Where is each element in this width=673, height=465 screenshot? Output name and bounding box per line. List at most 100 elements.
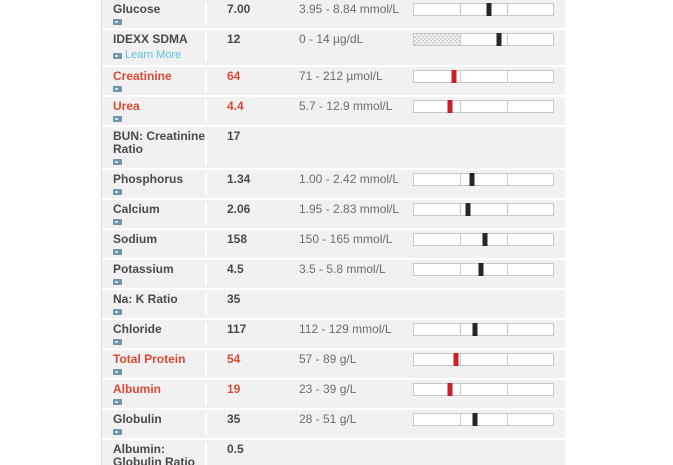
learn-more-link[interactable] <box>113 339 205 345</box>
test-name-cell: Total Protein <box>102 353 207 375</box>
test-name-cell: IDEXX SDMA Learn More <box>102 33 207 62</box>
range-low-divider <box>460 264 462 275</box>
test-value: 64 <box>227 69 241 83</box>
test-name-cell: Glucose <box>102 3 207 25</box>
test-result-row: Sodium 158 150 - 165 mmol/L <box>102 230 565 258</box>
range-high-divider <box>506 324 508 335</box>
learn-more-link[interactable] <box>113 429 205 435</box>
learn-more-link[interactable] <box>113 399 205 405</box>
range-bar-cell <box>413 70 558 83</box>
range-indicator-bar <box>413 70 554 83</box>
range-bar-cell <box>413 383 558 396</box>
test-value: 12 <box>227 32 241 46</box>
test-result-row: Phosphorus 1.34 1.00 - 2.42 mmol/L <box>102 170 565 198</box>
range-bar-cell <box>413 33 558 46</box>
test-name-cell: Albumin <box>102 383 207 405</box>
range-bar-cell <box>413 263 558 276</box>
range-bar-cell <box>413 100 558 113</box>
range-indicator-bar <box>413 233 554 246</box>
reference-range: 1.00 - 2.42 mmol/L <box>299 172 400 186</box>
learn-more-link[interactable] <box>113 19 205 25</box>
range-indicator-bar <box>413 323 554 336</box>
result-marker <box>496 33 502 46</box>
video-icon <box>113 429 122 435</box>
range-low-divider <box>460 384 462 395</box>
range-indicator-bar <box>413 173 554 186</box>
result-marker <box>451 70 457 83</box>
test-name-label: Total Protein <box>113 352 186 366</box>
test-name-label: Na: K Ratio <box>113 292 178 306</box>
range-low-divider <box>460 101 462 112</box>
range-bar-cell <box>413 203 558 216</box>
range-indicator-bar <box>413 100 554 113</box>
range-high-divider <box>506 204 508 215</box>
result-marker <box>453 353 459 366</box>
video-icon <box>113 86 122 92</box>
test-name-cell: BUN: Creatinine Ratio <box>102 130 207 165</box>
range-high-divider <box>506 34 508 45</box>
range-indicator-bar <box>413 353 554 366</box>
learn-more-link[interactable]: Learn More <box>113 49 205 62</box>
learn-more-link[interactable] <box>113 116 205 122</box>
result-marker <box>447 383 453 396</box>
reference-range: 3.95 - 8.84 mmol/L <box>299 2 400 16</box>
test-value: 35 <box>227 412 241 426</box>
test-name-label: Chloride <box>113 322 162 336</box>
test-name-cell: Na: K Ratio <box>102 293 207 315</box>
test-name-label: IDEXX SDMA <box>113 32 188 46</box>
range-low-divider <box>460 4 462 15</box>
range-bar-cell <box>413 3 558 16</box>
test-name-label: Urea <box>113 99 140 113</box>
range-indicator-bar <box>413 33 554 46</box>
range-indicator-bar <box>413 203 554 216</box>
video-icon <box>113 19 122 25</box>
video-icon <box>113 369 122 375</box>
test-value: 0.5 <box>227 442 244 456</box>
learn-more-link[interactable] <box>113 369 205 375</box>
test-result-row: Potassium 4.5 3.5 - 5.8 mmol/L <box>102 260 565 288</box>
video-icon <box>113 116 122 122</box>
range-low-divider <box>460 414 462 425</box>
range-high-divider <box>506 384 508 395</box>
learn-more-label: Learn More <box>125 49 182 61</box>
range-bar-cell <box>413 413 558 426</box>
learn-more-link[interactable] <box>113 189 205 195</box>
video-icon <box>113 339 122 345</box>
below-scale-hatch <box>414 34 461 45</box>
reference-range: 5.7 - 12.9 mmol/L <box>299 99 393 113</box>
result-marker <box>447 100 453 113</box>
test-value: 117 <box>227 322 247 336</box>
test-name-cell: Albumin: Globulin Ratio <box>102 443 207 465</box>
test-result-row: IDEXX SDMA Learn More 12 0 - 14 µg/dL <box>102 30 565 65</box>
test-name-cell: Sodium <box>102 233 207 255</box>
range-high-divider <box>506 414 508 425</box>
test-value: 54 <box>227 352 241 366</box>
learn-more-link[interactable] <box>113 219 205 225</box>
learn-more-link[interactable] <box>113 159 205 165</box>
test-value: 19 <box>227 382 241 396</box>
range-low-divider <box>460 174 462 185</box>
learn-more-link[interactable] <box>113 279 205 285</box>
reference-range: 1.95 - 2.83 mmol/L <box>299 202 400 216</box>
reference-range: 23 - 39 g/L <box>299 382 357 396</box>
learn-more-link[interactable] <box>113 86 205 92</box>
reference-range: 3.5 - 5.8 mmol/L <box>299 262 386 276</box>
test-result-row: Albumin: Globulin Ratio 0.5 <box>102 440 565 465</box>
video-icon <box>113 279 122 285</box>
test-value: 2.06 <box>227 202 251 216</box>
test-value: 4.5 <box>227 262 244 276</box>
learn-more-link[interactable] <box>113 249 205 255</box>
test-value: 17 <box>227 129 241 143</box>
range-high-divider <box>506 71 508 82</box>
test-name-cell: Phosphorus <box>102 173 207 195</box>
learn-more-link[interactable] <box>113 309 205 315</box>
range-bar-cell <box>413 353 558 366</box>
test-name-label: Creatinine <box>113 69 172 83</box>
result-marker <box>486 3 492 16</box>
test-name-cell: Globulin <box>102 413 207 435</box>
test-name-label: Sodium <box>113 232 157 246</box>
range-bar-cell <box>413 173 558 186</box>
range-low-divider <box>460 204 462 215</box>
test-value: 35 <box>227 292 241 306</box>
test-name-label: Glucose <box>113 2 161 16</box>
